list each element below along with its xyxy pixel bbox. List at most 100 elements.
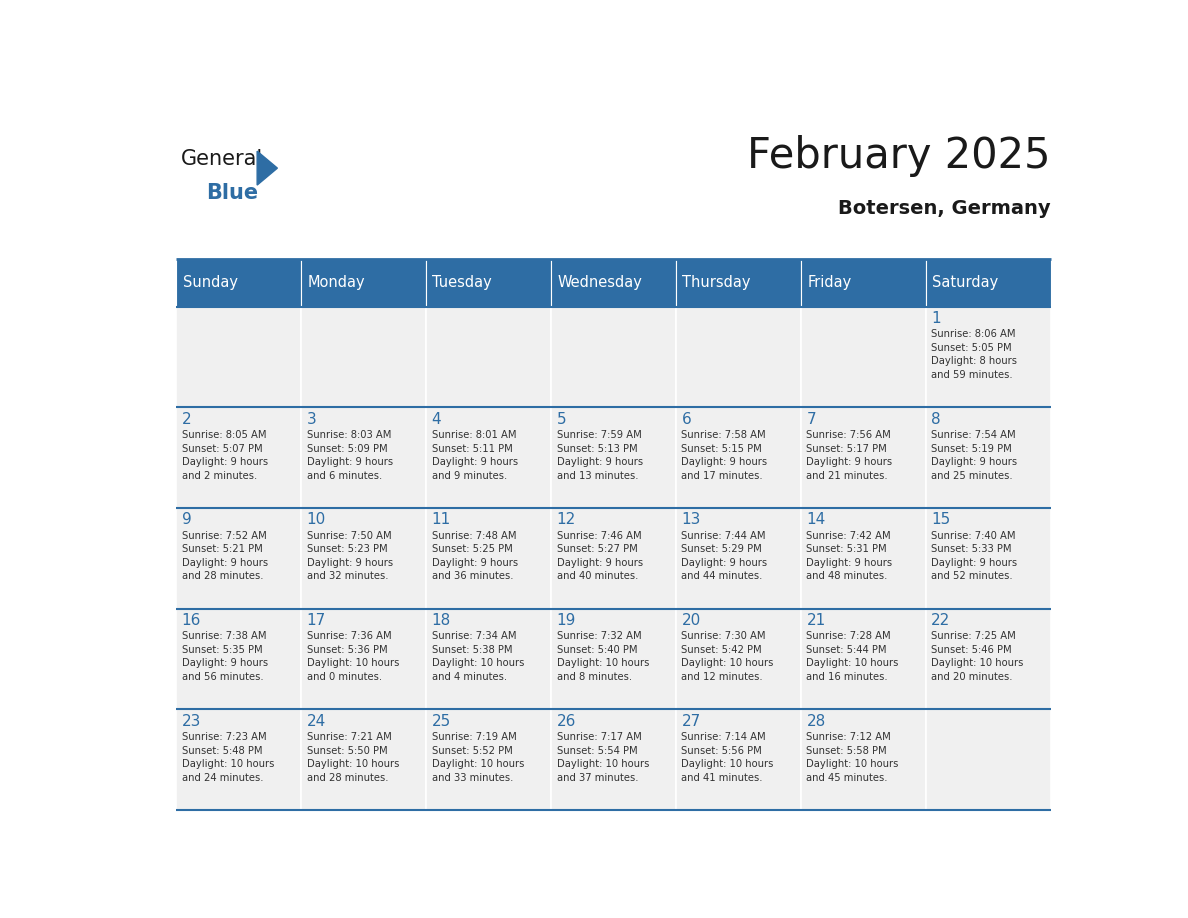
Text: Sunrise: 7:28 AM
Sunset: 5:44 PM
Daylight: 10 hours
and 16 minutes.: Sunrise: 7:28 AM Sunset: 5:44 PM Dayligh…	[807, 632, 899, 682]
Text: Sunrise: 7:32 AM
Sunset: 5:40 PM
Daylight: 10 hours
and 8 minutes.: Sunrise: 7:32 AM Sunset: 5:40 PM Dayligh…	[556, 632, 649, 682]
Text: Thursday: Thursday	[682, 275, 751, 290]
Text: 2: 2	[182, 411, 191, 427]
FancyBboxPatch shape	[676, 408, 801, 508]
FancyBboxPatch shape	[301, 508, 426, 609]
Text: Sunrise: 7:46 AM
Sunset: 5:27 PM
Daylight: 9 hours
and 40 minutes.: Sunrise: 7:46 AM Sunset: 5:27 PM Dayligh…	[556, 531, 643, 581]
Text: 25: 25	[431, 713, 450, 729]
Text: Sunrise: 7:30 AM
Sunset: 5:42 PM
Daylight: 10 hours
and 12 minutes.: Sunrise: 7:30 AM Sunset: 5:42 PM Dayligh…	[682, 632, 773, 682]
FancyBboxPatch shape	[551, 408, 676, 508]
FancyBboxPatch shape	[301, 710, 426, 810]
Text: 12: 12	[556, 512, 576, 527]
FancyBboxPatch shape	[426, 508, 551, 609]
Text: Sunrise: 7:21 AM
Sunset: 5:50 PM
Daylight: 10 hours
and 28 minutes.: Sunrise: 7:21 AM Sunset: 5:50 PM Dayligh…	[307, 732, 399, 783]
FancyBboxPatch shape	[676, 259, 801, 307]
Text: 26: 26	[556, 713, 576, 729]
FancyBboxPatch shape	[176, 259, 301, 307]
FancyBboxPatch shape	[176, 710, 301, 810]
Text: 23: 23	[182, 713, 201, 729]
Text: 27: 27	[682, 713, 701, 729]
FancyBboxPatch shape	[925, 508, 1051, 609]
FancyBboxPatch shape	[176, 307, 301, 408]
Text: 13: 13	[682, 512, 701, 527]
Text: 1: 1	[931, 311, 941, 326]
Text: 21: 21	[807, 613, 826, 628]
Text: Saturday: Saturday	[933, 275, 999, 290]
FancyBboxPatch shape	[925, 307, 1051, 408]
FancyBboxPatch shape	[676, 609, 801, 710]
Text: Sunrise: 7:59 AM
Sunset: 5:13 PM
Daylight: 9 hours
and 13 minutes.: Sunrise: 7:59 AM Sunset: 5:13 PM Dayligh…	[556, 430, 643, 481]
Text: Sunrise: 7:17 AM
Sunset: 5:54 PM
Daylight: 10 hours
and 37 minutes.: Sunrise: 7:17 AM Sunset: 5:54 PM Dayligh…	[556, 732, 649, 783]
Text: Wednesday: Wednesday	[557, 275, 643, 290]
FancyBboxPatch shape	[925, 408, 1051, 508]
Text: 3: 3	[307, 411, 316, 427]
FancyBboxPatch shape	[551, 259, 676, 307]
FancyBboxPatch shape	[301, 307, 426, 408]
Text: 15: 15	[931, 512, 950, 527]
FancyBboxPatch shape	[925, 710, 1051, 810]
Text: 18: 18	[431, 613, 450, 628]
Text: 20: 20	[682, 613, 701, 628]
FancyBboxPatch shape	[925, 609, 1051, 710]
Text: 7: 7	[807, 411, 816, 427]
FancyBboxPatch shape	[801, 307, 925, 408]
Text: February 2025: February 2025	[747, 135, 1051, 177]
FancyBboxPatch shape	[176, 408, 301, 508]
FancyBboxPatch shape	[426, 259, 551, 307]
Text: Sunrise: 7:44 AM
Sunset: 5:29 PM
Daylight: 9 hours
and 44 minutes.: Sunrise: 7:44 AM Sunset: 5:29 PM Dayligh…	[682, 531, 767, 581]
FancyBboxPatch shape	[301, 609, 426, 710]
Text: 11: 11	[431, 512, 450, 527]
FancyBboxPatch shape	[676, 508, 801, 609]
FancyBboxPatch shape	[801, 609, 925, 710]
Text: 8: 8	[931, 411, 941, 427]
Text: Sunrise: 7:56 AM
Sunset: 5:17 PM
Daylight: 9 hours
and 21 minutes.: Sunrise: 7:56 AM Sunset: 5:17 PM Dayligh…	[807, 430, 892, 481]
Polygon shape	[257, 151, 278, 185]
FancyBboxPatch shape	[676, 710, 801, 810]
FancyBboxPatch shape	[301, 408, 426, 508]
FancyBboxPatch shape	[801, 508, 925, 609]
FancyBboxPatch shape	[176, 609, 301, 710]
Text: Sunrise: 8:05 AM
Sunset: 5:07 PM
Daylight: 9 hours
and 2 minutes.: Sunrise: 8:05 AM Sunset: 5:07 PM Dayligh…	[182, 430, 267, 481]
Text: 16: 16	[182, 613, 201, 628]
FancyBboxPatch shape	[426, 307, 551, 408]
FancyBboxPatch shape	[676, 307, 801, 408]
Text: 6: 6	[682, 411, 691, 427]
Text: 28: 28	[807, 713, 826, 729]
Text: Sunrise: 7:42 AM
Sunset: 5:31 PM
Daylight: 9 hours
and 48 minutes.: Sunrise: 7:42 AM Sunset: 5:31 PM Dayligh…	[807, 531, 892, 581]
Text: 17: 17	[307, 613, 326, 628]
Text: Sunrise: 7:38 AM
Sunset: 5:35 PM
Daylight: 9 hours
and 56 minutes.: Sunrise: 7:38 AM Sunset: 5:35 PM Dayligh…	[182, 632, 267, 682]
Text: Sunrise: 8:03 AM
Sunset: 5:09 PM
Daylight: 9 hours
and 6 minutes.: Sunrise: 8:03 AM Sunset: 5:09 PM Dayligh…	[307, 430, 393, 481]
Text: Sunrise: 7:50 AM
Sunset: 5:23 PM
Daylight: 9 hours
and 32 minutes.: Sunrise: 7:50 AM Sunset: 5:23 PM Dayligh…	[307, 531, 393, 581]
Text: 4: 4	[431, 411, 441, 427]
FancyBboxPatch shape	[551, 508, 676, 609]
Text: Tuesday: Tuesday	[432, 275, 492, 290]
Text: 5: 5	[556, 411, 567, 427]
Text: Monday: Monday	[308, 275, 365, 290]
Text: 19: 19	[556, 613, 576, 628]
FancyBboxPatch shape	[176, 508, 301, 609]
Text: Sunrise: 8:06 AM
Sunset: 5:05 PM
Daylight: 8 hours
and 59 minutes.: Sunrise: 8:06 AM Sunset: 5:05 PM Dayligh…	[931, 330, 1017, 380]
FancyBboxPatch shape	[301, 259, 426, 307]
Text: 9: 9	[182, 512, 191, 527]
FancyBboxPatch shape	[925, 259, 1051, 307]
Text: Sunrise: 7:12 AM
Sunset: 5:58 PM
Daylight: 10 hours
and 45 minutes.: Sunrise: 7:12 AM Sunset: 5:58 PM Dayligh…	[807, 732, 899, 783]
Text: Sunrise: 7:40 AM
Sunset: 5:33 PM
Daylight: 9 hours
and 52 minutes.: Sunrise: 7:40 AM Sunset: 5:33 PM Dayligh…	[931, 531, 1017, 581]
FancyBboxPatch shape	[426, 408, 551, 508]
Text: Sunrise: 7:25 AM
Sunset: 5:46 PM
Daylight: 10 hours
and 20 minutes.: Sunrise: 7:25 AM Sunset: 5:46 PM Dayligh…	[931, 632, 1024, 682]
FancyBboxPatch shape	[426, 609, 551, 710]
Text: Sunrise: 7:52 AM
Sunset: 5:21 PM
Daylight: 9 hours
and 28 minutes.: Sunrise: 7:52 AM Sunset: 5:21 PM Dayligh…	[182, 531, 267, 581]
Text: Sunrise: 7:58 AM
Sunset: 5:15 PM
Daylight: 9 hours
and 17 minutes.: Sunrise: 7:58 AM Sunset: 5:15 PM Dayligh…	[682, 430, 767, 481]
FancyBboxPatch shape	[551, 307, 676, 408]
FancyBboxPatch shape	[426, 710, 551, 810]
FancyBboxPatch shape	[801, 710, 925, 810]
Text: 14: 14	[807, 512, 826, 527]
Text: Sunrise: 7:54 AM
Sunset: 5:19 PM
Daylight: 9 hours
and 25 minutes.: Sunrise: 7:54 AM Sunset: 5:19 PM Dayligh…	[931, 430, 1017, 481]
Text: Friday: Friday	[808, 275, 852, 290]
Text: 10: 10	[307, 512, 326, 527]
Text: General: General	[181, 149, 263, 169]
FancyBboxPatch shape	[551, 710, 676, 810]
Text: 24: 24	[307, 713, 326, 729]
FancyBboxPatch shape	[551, 609, 676, 710]
FancyBboxPatch shape	[801, 259, 925, 307]
Text: Botersen, Germany: Botersen, Germany	[839, 198, 1051, 218]
FancyBboxPatch shape	[801, 408, 925, 508]
